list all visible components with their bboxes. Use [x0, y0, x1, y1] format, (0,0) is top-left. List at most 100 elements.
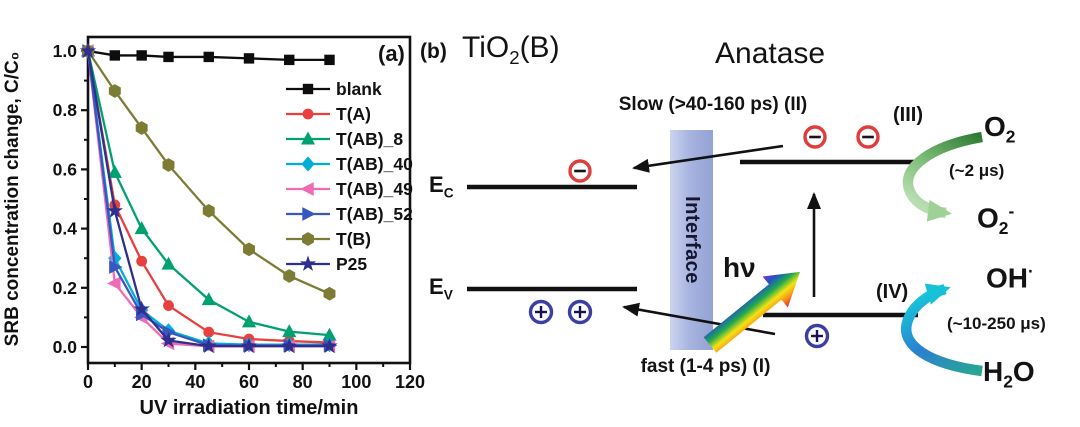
x-axis-tick-label: 80: [293, 372, 313, 392]
series-line-T(A): [86, 50, 330, 344]
legend-label-T(AB)_49: T(AB)_49: [336, 179, 413, 199]
data-point-blank: [284, 54, 295, 66]
data-point-T(B): [135, 121, 148, 135]
tio2b-title: TiO2(B): [462, 31, 560, 68]
hole-symbol: [528, 299, 554, 325]
legend-label-T(AB)_52: T(AB)_52: [336, 204, 413, 224]
legend-marker-T(A): [302, 108, 314, 120]
x-axis-tick-label: 40: [185, 372, 205, 392]
data-point-T(AB)_8: [241, 314, 257, 328]
photon-hv-label: hν: [723, 252, 756, 283]
legend-label-T(AB)_8: T(AB)_8: [336, 129, 403, 149]
data-point-T(AB)_8: [134, 221, 149, 235]
series-line-T(B): [87, 50, 330, 295]
legend-label-T(A): T(A): [336, 104, 371, 124]
valence-band-label: EV: [429, 274, 453, 303]
conduction-band-label: EC: [429, 172, 454, 201]
data-point-T(B): [323, 286, 336, 301]
legend-marker-T(AB)_52: [302, 207, 316, 221]
legend-marker-T(B): [302, 232, 314, 246]
data-point-blank: [163, 51, 174, 63]
fast-hole-transfer-arrow: [622, 302, 776, 336]
slow-transfer-label: Slow (>40-160 ps) (II): [618, 94, 808, 115]
step-iv-label: (IV): [876, 281, 909, 303]
panel-a-label: (a): [378, 41, 405, 66]
oh-timescale-label: (~10-250 μs): [947, 314, 1046, 333]
y-axis-tick-label: 1.0: [53, 41, 78, 61]
data-point-P25: [133, 300, 150, 317]
fast-transfer-label: fast (1-4 ps) (I): [640, 356, 771, 377]
data-point-T(AB)_8: [201, 292, 216, 306]
data-point-T(A): [136, 255, 148, 267]
legend-label-T(B): T(B): [336, 229, 371, 249]
interface-bar: [670, 130, 713, 350]
legend-marker-P25: [299, 255, 317, 271]
legend-marker-T(AB)_49: [300, 182, 314, 196]
data-point-blank: [136, 50, 147, 61]
o2-label: O2: [984, 111, 1016, 147]
y-axis-tick-label: 0.6: [53, 159, 78, 179]
o2-radical-label: O2-: [977, 201, 1015, 238]
data-point-P25: [200, 337, 217, 354]
legend-label-P25: P25: [336, 254, 367, 274]
series-line-P25: [86, 50, 330, 348]
electron-symbol: [856, 125, 880, 149]
electron-symbol: [568, 159, 592, 183]
o2-timescale-label: (~2 μs): [949, 161, 1005, 180]
hole-symbol: [567, 299, 593, 325]
photon-rainbow-arrow: [703, 271, 801, 353]
x-axis-tick-label: 100: [341, 372, 371, 392]
data-point-blank: [203, 51, 214, 63]
h2o-label: H2O: [983, 356, 1035, 392]
o2-reduction-arrow: [902, 131, 983, 222]
data-point-T(B): [202, 203, 215, 218]
data-point-blank: [243, 53, 255, 64]
y-axis-tick-label: 0.4: [53, 219, 78, 239]
data-point-T(AB)_52: [109, 260, 123, 274]
slow-electron-transfer-arrow: [632, 144, 784, 173]
data-point-P25: [160, 331, 177, 348]
data-point-P25: [240, 337, 258, 354]
legend-label-T(AB)_40: T(AB)_40: [336, 154, 413, 174]
hole-symbol: [804, 323, 830, 349]
step-iii-label: (III): [893, 104, 923, 126]
data-point-T(B): [108, 84, 121, 98]
data-point-blank: [109, 50, 121, 61]
data-point-T(AB)_8: [107, 164, 122, 178]
x-axis-title: UV irradiation time/min: [140, 397, 359, 419]
x-axis-tick-label: 120: [395, 372, 425, 392]
legend-marker-blank: [302, 83, 314, 95]
interface-label: Interface: [681, 196, 703, 284]
legend-label-blank: blank: [336, 79, 382, 99]
data-point-P25: [281, 337, 298, 354]
series-line-T(AB)_8: [86, 50, 330, 337]
data-point-P25: [106, 202, 123, 218]
electron-symbol: [803, 125, 827, 149]
data-point-T(AB)_8: [161, 256, 176, 270]
data-point-P25: [79, 42, 97, 58]
legend-marker-T(AB)_40: [301, 156, 315, 172]
data-point-T(AB)_49: [107, 276, 121, 291]
panel-b-label: (b): [420, 40, 447, 63]
y-axis-tick-label: 0.8: [53, 100, 78, 120]
data-point-T(B): [162, 158, 175, 172]
data-point-T(AB)_8: [282, 324, 297, 338]
x-axis-tick-label: 20: [132, 372, 152, 392]
data-point-T(B): [243, 242, 255, 257]
data-point-T(B): [283, 269, 296, 283]
x-axis-tick-label: 60: [239, 372, 259, 392]
anatase-title: Anatase: [715, 37, 826, 70]
oh-radical-label: OH·: [986, 261, 1034, 294]
y-axis-tick-label: 0.2: [53, 278, 78, 298]
data-point-T(A): [163, 300, 174, 311]
data-point-blank: [324, 54, 335, 66]
data-point-T(A): [203, 326, 215, 338]
y-axis-tick-label: 0.0: [53, 337, 78, 357]
y-axis-title: SRB concentration change, C/C₀: [2, 52, 23, 347]
legend-marker-T(AB)_8: [300, 131, 316, 145]
data-point-P25: [321, 337, 338, 354]
x-axis-tick-label: 0: [83, 372, 93, 392]
